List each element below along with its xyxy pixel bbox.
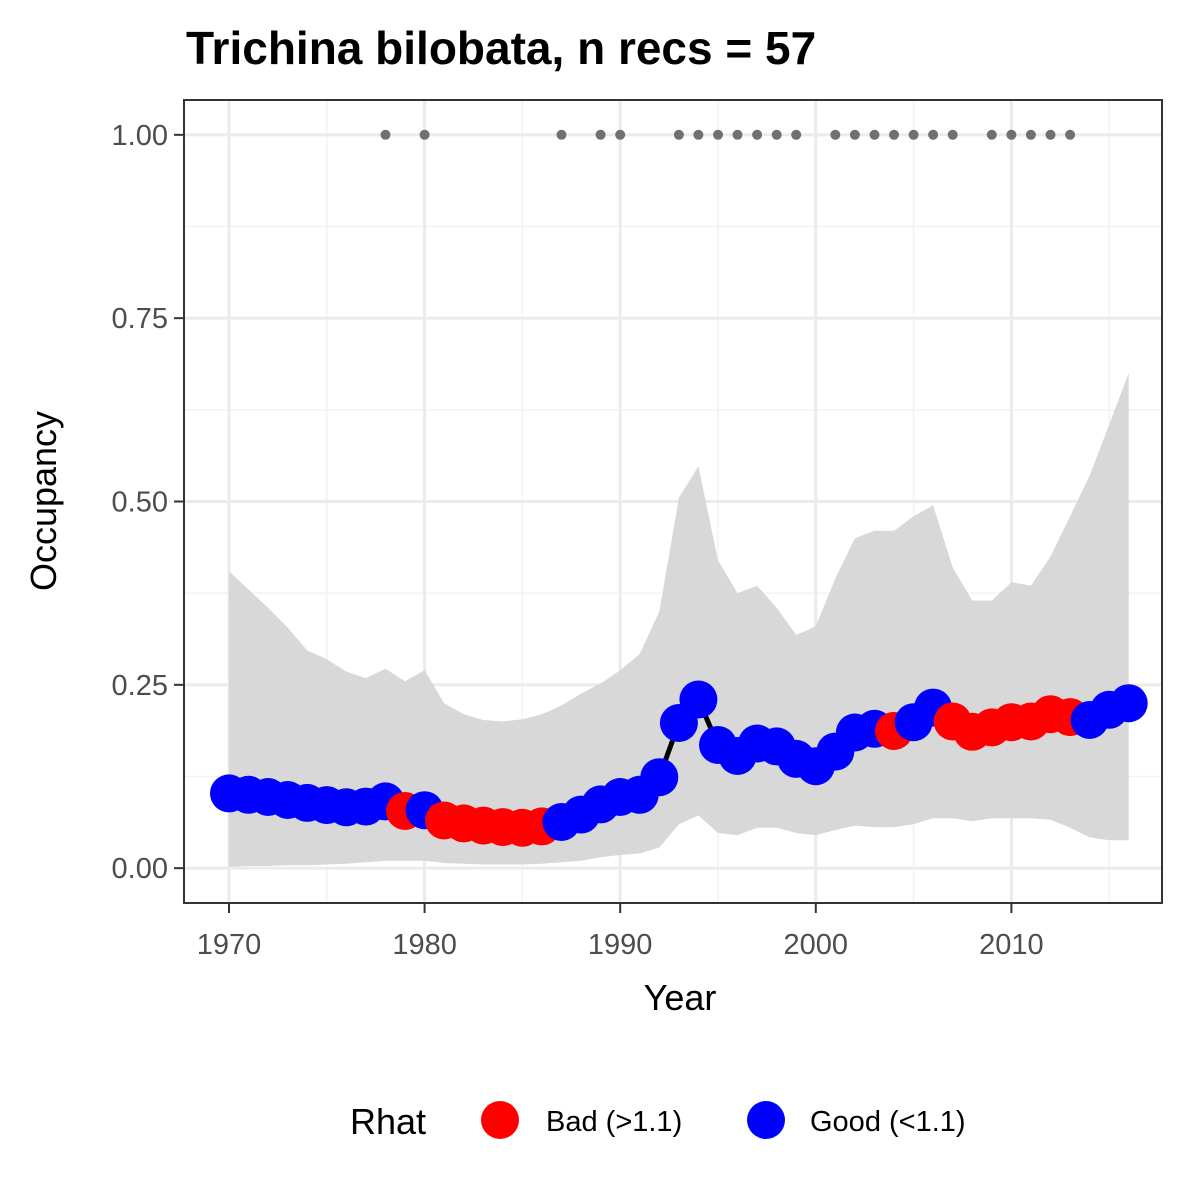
record-point [673, 129, 684, 140]
record-point [1065, 129, 1076, 140]
occupancy-point-good [640, 758, 679, 797]
record-point [615, 129, 626, 140]
record-point [732, 129, 743, 140]
record-point [556, 129, 567, 140]
record-point [693, 129, 704, 140]
x-axis: 1970 1980 1990 2000 2010 [197, 903, 1044, 961]
legend-good-label: Good (<1.1) [810, 1106, 966, 1138]
record-point [1006, 129, 1017, 140]
occupancy-points [210, 680, 1148, 847]
x-tick-label: 1990 [588, 929, 653, 961]
record-point [928, 129, 939, 140]
record-point [869, 129, 880, 140]
record-point [947, 129, 958, 140]
record-points [380, 129, 1076, 140]
record-point [713, 129, 723, 140]
record-point [986, 129, 997, 140]
record-point [595, 129, 606, 140]
legend-good-key [747, 1101, 785, 1139]
record-point [1045, 129, 1056, 140]
x-tick-label: 1980 [392, 929, 457, 961]
record-point [752, 129, 763, 140]
record-point [889, 129, 899, 140]
record-point [908, 129, 919, 140]
legend-bad-label: Bad (>1.1) [546, 1106, 682, 1138]
y-tick-label: 0.25 [112, 670, 168, 702]
legend-title: Rhat [350, 1101, 426, 1142]
y-tick-label: 0.50 [112, 487, 168, 519]
occupancy-point-good [679, 680, 718, 719]
x-tick-label: 1970 [197, 929, 262, 961]
x-tick-label: 2010 [979, 929, 1044, 961]
x-tick-label: 2000 [784, 929, 849, 961]
y-axis: 0.00 0.25 0.50 0.75 1.00 [112, 120, 184, 885]
occupancy-point-good [1109, 684, 1148, 723]
record-point [419, 129, 430, 140]
record-point [380, 129, 391, 140]
record-point [830, 129, 841, 140]
record-point [849, 129, 860, 140]
y-tick-label: 0.00 [112, 853, 168, 885]
chart-title: Trichina bilobata, n recs = 57 [186, 22, 816, 74]
x-axis-title: Year [644, 977, 717, 1018]
record-point [791, 129, 802, 140]
legend: Rhat Bad (>1.1) Good (<1.1) [350, 1101, 966, 1142]
legend-bad-key [481, 1101, 519, 1139]
y-tick-label: 0.75 [112, 303, 168, 335]
record-point [771, 129, 782, 140]
y-axis-title: Occupancy [23, 411, 64, 591]
record-point [1025, 129, 1036, 140]
y-tick-label: 1.00 [112, 120, 168, 152]
